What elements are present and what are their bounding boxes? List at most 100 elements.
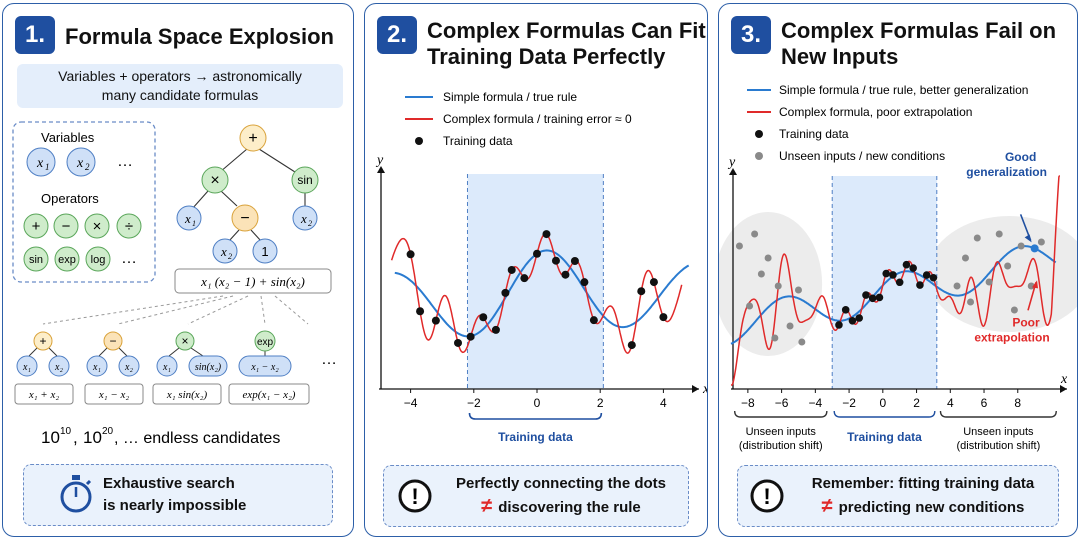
- x-tick-label: 6: [981, 396, 988, 410]
- subtitle-line-1: Variables + operators → astronomically: [58, 68, 302, 84]
- variable-node-x2: x 2: [66, 147, 96, 177]
- unseen-point: [757, 270, 765, 278]
- x-tick-label: −2: [842, 396, 856, 410]
- svg-text:2: 2: [308, 219, 312, 228]
- conclusion-text: Perfectly connecting the dots ≠ discoveri…: [455, 475, 667, 517]
- unseen-point: [973, 234, 981, 242]
- x-axis-arrow: [692, 385, 699, 393]
- x-tick-label: 8: [1014, 396, 1021, 410]
- unseen-point: [1017, 242, 1025, 250]
- svg-text:10: 10: [83, 428, 102, 447]
- poor-extrapolation-label-1: Poor: [1012, 315, 1040, 329]
- unseen-point: [985, 278, 993, 286]
- panel-complex-fit: 2. Complex Formulas Can Fit Training Dat…: [364, 3, 708, 537]
- svg-text:sin: sin: [29, 254, 43, 266]
- tree-formula-box: [174, 268, 332, 294]
- training-point: [479, 313, 488, 322]
- x-axis-label: x: [1060, 372, 1068, 387]
- training-point: [454, 338, 462, 347]
- right-region-label-1: Unseen inputs: [963, 426, 1034, 438]
- svg-text:1: 1: [45, 162, 50, 172]
- training-point: [882, 269, 890, 278]
- stopwatch-icon: [60, 475, 92, 513]
- training-point: [835, 321, 843, 329]
- y-axis-arrow: [729, 168, 737, 175]
- good-generalization-label-2: generalization: [966, 165, 1047, 179]
- left-region-label-1: Unseen inputs: [746, 426, 817, 438]
- svg-text:x₁ − x₂: x₁ − x₂: [98, 389, 130, 401]
- training-point: [875, 293, 884, 302]
- tree-edges: [191, 148, 306, 242]
- candidates-count: 10 10 , 10 20 , … endless candidates: [41, 426, 280, 447]
- svg-text:2: 2: [228, 252, 232, 261]
- svg-text:sin(x₂): sin(x₂): [195, 362, 222, 373]
- training-point: [659, 313, 668, 322]
- training-point: [649, 278, 658, 287]
- svg-text:2: 2: [85, 162, 90, 172]
- fit-chart: Simple formula / true rule Complex formu…: [375, 90, 707, 444]
- training-point: [627, 341, 636, 350]
- x-tick-label: 0: [879, 396, 886, 410]
- svg-text:20: 20: [102, 426, 114, 437]
- complex-curve: [731, 175, 1061, 386]
- training-point: [570, 256, 579, 265]
- variables-label: Variables: [41, 130, 95, 145]
- training-point: [637, 287, 646, 296]
- subtitle-line-2: many candidate formulas: [101, 87, 259, 103]
- svg-text:x₁: x₁: [162, 362, 171, 373]
- alert-icon: !: [398, 479, 432, 513]
- operator-log: log: [85, 246, 111, 272]
- unseen-point: [1010, 306, 1018, 314]
- training-point: [551, 256, 560, 265]
- y-axis-arrow: [377, 166, 385, 173]
- operators-ellipsis: …: [121, 250, 137, 267]
- x-tick-label: −4: [404, 396, 418, 410]
- training-point: [466, 332, 475, 341]
- training-point: [406, 250, 415, 259]
- svg-text:!: !: [763, 484, 770, 509]
- x-tick-label: −8: [741, 396, 755, 410]
- tree-node-minus: −: [231, 204, 259, 232]
- unseen-point: [961, 254, 969, 262]
- svg-text:exp: exp: [58, 254, 76, 266]
- training-point: [909, 264, 917, 272]
- operator-exp: exp: [54, 246, 80, 272]
- poor-extrapolation-label-2: extrapolation: [974, 330, 1049, 344]
- unseen-point: [953, 282, 961, 290]
- training-region-label: Training data: [847, 430, 922, 444]
- unseen-point: [746, 302, 754, 310]
- svg-text:x: x: [184, 211, 191, 226]
- panel-fail-new-inputs: 3. Complex Formulas Fail on New Inputs S…: [718, 3, 1078, 537]
- legend-training: Training data: [779, 127, 849, 141]
- svg-text:÷: ÷: [125, 218, 133, 235]
- extrapolation-chart: Simple formula / true rule, better gener…: [719, 83, 1077, 452]
- training-point: [862, 291, 870, 299]
- unseen-point: [794, 286, 802, 294]
- x-tick-label: 0: [534, 396, 541, 410]
- svg-text:x₁: x₁: [22, 362, 31, 373]
- panel-title: Complex Formulas Can Fit Training Data P…: [427, 18, 706, 69]
- primitives-box: [12, 121, 156, 283]
- svg-text:sin: sin: [297, 173, 312, 187]
- svg-text:x₁ sin(x₂): x₁ sin(x₂): [166, 389, 208, 401]
- tree-root-plus: +: [239, 124, 267, 152]
- unseen-point: [1004, 262, 1012, 270]
- x-tick-label: 4: [947, 396, 954, 410]
- unseen-point: [771, 334, 779, 342]
- not-equal-sign: ≠: [481, 495, 493, 517]
- training-point: [916, 281, 924, 289]
- small-tree-sum: + x₁ x₂ x₁ + x₂: [14, 331, 74, 405]
- training-point: [507, 265, 516, 274]
- small-tree-exp: exp x₁ − x₂ exp(x₁ − x₂): [228, 330, 310, 405]
- training-point: [855, 314, 864, 322]
- simple-curve: [394, 249, 690, 338]
- operator-plus: +: [23, 213, 49, 239]
- training-point: [848, 317, 857, 325]
- training-point: [542, 230, 551, 239]
- left-bracket: [733, 410, 828, 418]
- legend-simple: Simple formula / true rule, better gener…: [779, 83, 1028, 97]
- svg-text:×: ×: [210, 172, 219, 189]
- svg-text:x: x: [220, 244, 227, 259]
- alert-icon: !: [750, 479, 784, 513]
